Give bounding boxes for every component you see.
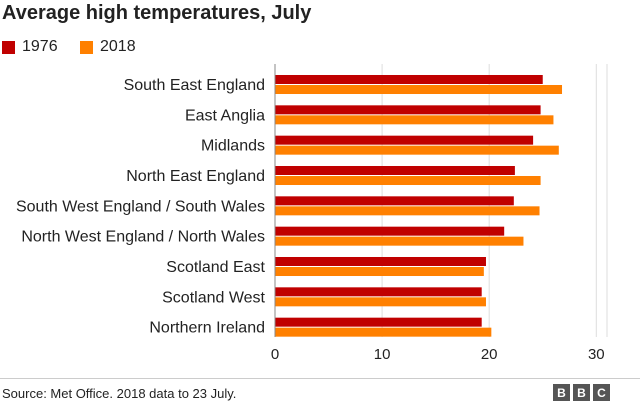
bar-2018-3 — [275, 145, 559, 155]
x-tick-label: 10 — [374, 346, 391, 363]
legend-item-series-2: 2018 — [80, 38, 136, 56]
bbc-logo-letter: B — [573, 384, 590, 401]
bar-1976-3 — [275, 135, 534, 145]
bar-1976-8 — [275, 287, 482, 297]
footer-divider — [0, 378, 640, 379]
legend-label-series-2: 2018 — [100, 38, 136, 55]
bar-2018-6 — [275, 236, 524, 246]
bar-1976-5 — [275, 196, 514, 206]
bar-2018-5 — [275, 206, 540, 216]
bar-2018-2 — [275, 115, 554, 125]
legend-item-series-1: 1976 — [2, 38, 58, 56]
bbc-logo: B B C — [553, 384, 610, 401]
bbc-logo-letter: C — [593, 384, 610, 401]
x-tick-label: 20 — [481, 346, 498, 363]
source-note: Source: Met Office. 2018 data to 23 July… — [2, 386, 237, 401]
bar-1976-9 — [275, 317, 482, 327]
bar-1976-1 — [275, 75, 543, 84]
category-label: Northern Ireland — [149, 320, 265, 337]
category-label: East Anglia — [185, 107, 265, 124]
bar-1976-6 — [275, 226, 505, 236]
bar-2018-4 — [275, 176, 541, 185]
legend-swatch-series-1 — [2, 40, 15, 54]
bar-1976-7 — [275, 257, 486, 266]
category-label: Scotland East — [166, 259, 265, 276]
category-label: North West England / North Wales — [21, 229, 265, 246]
bar-chart: South East England East Anglia Midlands Nor… — [16, 64, 608, 363]
legend-swatch-series-2 — [80, 40, 93, 54]
bar-1976-4 — [275, 166, 515, 175]
x-tick-label: 30 — [588, 346, 605, 363]
x-tick-label: 0 — [271, 346, 279, 363]
bar-2018-7 — [275, 267, 484, 276]
bar-1976-2 — [275, 105, 541, 115]
category-label: South East England — [124, 77, 265, 94]
category-label: North East England — [126, 168, 265, 185]
bar-2018-1 — [275, 85, 563, 94]
bbc-logo-letter: B — [553, 384, 570, 401]
category-label: South West England / South Wales — [16, 198, 265, 215]
chart-title: Average high temperatures, July — [2, 2, 312, 24]
bar-2018-9 — [275, 327, 492, 337]
bar-2018-8 — [275, 297, 486, 307]
category-label: Midlands — [201, 138, 265, 155]
legend-label-series-1: 1976 — [22, 38, 58, 55]
category-label: Scotland West — [162, 289, 265, 306]
